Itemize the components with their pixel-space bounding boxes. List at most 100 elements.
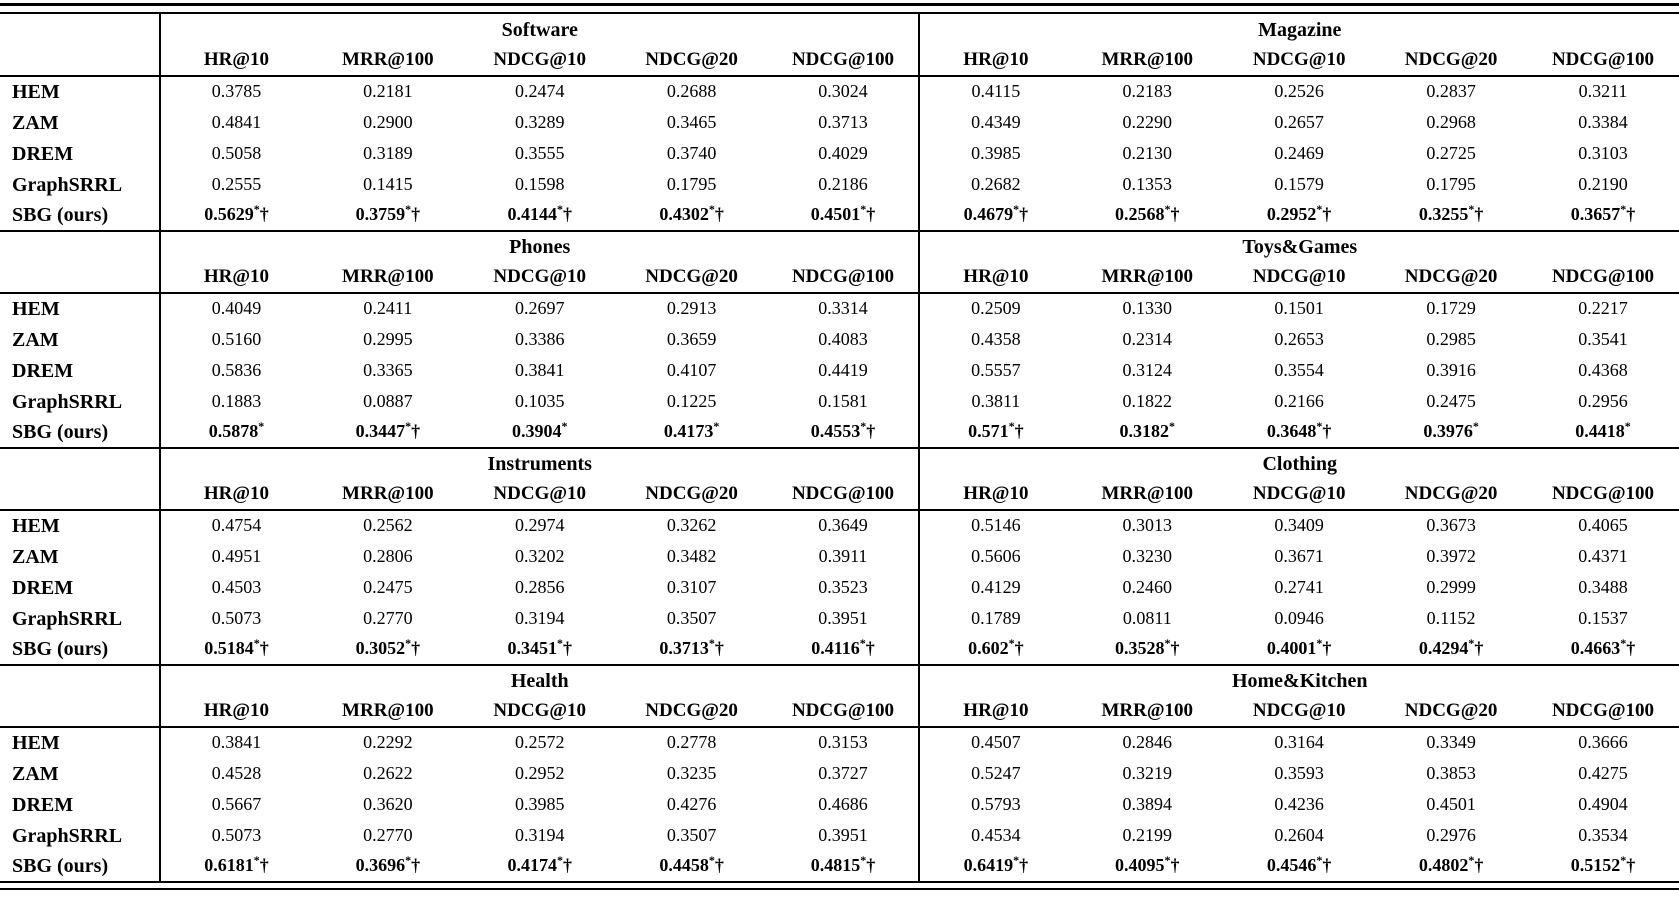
metric-value: 0.2314 (1122, 328, 1173, 349)
metric-value: 0.4904 (1578, 793, 1628, 814)
metric-value: 0.5606 (918, 541, 1072, 572)
dataset-title-row: Instruments Clothing (0, 448, 1679, 479)
significance-asterisk: * (1164, 202, 1171, 217)
metric-value: 0.6181*† (159, 851, 312, 883)
metric-value: 0.2974 (514, 515, 565, 536)
metric-value: 0.2856 (514, 576, 565, 597)
significance-asterisk: * (556, 853, 563, 868)
table-row: DREM 0.5836 0.3365 0.3841 0.4107 0.4419 0.5557… (0, 355, 1679, 386)
metric-value: 0.3713*† (615, 634, 768, 666)
significance-asterisk: * (1620, 636, 1627, 651)
metric-value: 0.3759*† (311, 200, 464, 232)
significance-asterisk: * (1624, 419, 1631, 434)
metric-value: 0.3255*† (1375, 200, 1528, 232)
significance-asterisk: * (1013, 202, 1020, 217)
metric-value: 0.5629*† (159, 200, 312, 232)
dataset-title-row: Software Magazine (0, 14, 1679, 45)
significance-asterisk: * (405, 853, 412, 868)
metric-value: 0.2688 (666, 81, 717, 102)
metric-value: 0.1501 (1274, 298, 1324, 319)
metric-value: 0.4528 (159, 758, 312, 789)
metric-value: 0.4049 (159, 293, 312, 324)
metric-value: 0.0811 (1122, 607, 1172, 628)
metric-header: MRR@100 (311, 696, 464, 728)
significance-asterisk: * (1169, 419, 1176, 434)
metric-value: 0.2190 (1578, 173, 1628, 194)
metric-value: 0.4129 (918, 572, 1072, 603)
metric-value: 0.5160 (159, 324, 312, 355)
top-rule-inner (0, 12, 1679, 14)
metric-value: 0.6419*† (918, 851, 1072, 883)
metric-value: 0.3657*† (1527, 200, 1679, 232)
method-name: SBG (ours) (0, 634, 160, 666)
metric-header: NDCG@10 (1223, 45, 1376, 77)
metric-value: 0.2770 (363, 607, 413, 628)
metric-value: 0.2217 (1578, 298, 1628, 319)
table-row: GraphSRRL 0.1883 0.0887 0.1035 0.1225 0.1581 0… (0, 386, 1679, 417)
method-name: DREM (12, 576, 74, 599)
metric-value: 0.4534 (918, 820, 1072, 851)
metric-value: 0.2509 (918, 293, 1072, 324)
metric-value: 0.3024 (818, 81, 868, 102)
metric-value: 0.3189 (363, 142, 413, 163)
metric-header: NDCG@100 (1527, 696, 1679, 728)
metric-value: 0.2411 (363, 298, 413, 319)
metric-header: NDCG@100 (767, 45, 920, 77)
method-name: HEM (12, 81, 60, 103)
significance-asterisk: * (253, 636, 260, 651)
metric-value: 0.3349 (1426, 732, 1476, 753)
metric-value: 0.2562 (363, 515, 413, 536)
metric-value: 0.2682 (918, 169, 1072, 200)
metric-value: 0.4679*† (918, 200, 1072, 232)
metric-value: 0.3194 (514, 607, 565, 628)
metric-value: 0.3976* (1375, 417, 1528, 449)
method-name: SBG (ours) (0, 851, 160, 883)
metric-header: HR@10 (918, 479, 1072, 511)
metric-value: 0.3365 (363, 359, 413, 380)
method-name: DREM (12, 793, 74, 816)
metric-value: 0.4302*† (615, 200, 768, 232)
metric-value: 0.2653 (1274, 328, 1324, 349)
metric-value: 0.2181 (363, 81, 413, 102)
metric-header: NDCG@20 (1375, 262, 1528, 294)
method-col-spacer (0, 448, 160, 479)
significance-asterisk: * (1316, 853, 1323, 868)
metric-value: 0.571*† (918, 417, 1072, 449)
bottom-rule (0, 888, 1679, 890)
metric-header-row: HR@10 MRR@100 NDCG@10 NDCG@20 NDCG@100 HR@10 M… (0, 262, 1679, 294)
method-name: GraphSRRL (12, 390, 123, 413)
metric-header: NDCG@100 (767, 262, 920, 294)
metric-header: HR@10 (159, 479, 312, 511)
metric-value: 0.4116*† (767, 634, 920, 666)
method-col-spacer (0, 665, 160, 696)
metric-header: NDCG@20 (615, 45, 768, 77)
metric-value: 0.3289 (514, 111, 565, 132)
metric-value: 0.4349 (918, 107, 1072, 138)
metric-value: 0.3985 (514, 793, 565, 814)
method-name: GraphSRRL (12, 173, 123, 196)
metric-header: NDCG@100 (1527, 262, 1679, 294)
metric-value: 0.3894 (1122, 793, 1173, 814)
metric-value: 0.2725 (1426, 142, 1476, 163)
metric-value: 0.4371 (1578, 545, 1628, 566)
method-name: GraphSRRL (12, 824, 123, 847)
table-row: SBG (ours) 0.5878* 0.3447*† 0.3904* 0.4173* 0… (0, 417, 1679, 449)
metric-value: 0.3235 (666, 762, 717, 783)
metric-value: 0.2657 (1274, 111, 1324, 132)
metric-value: 0.3507 (666, 824, 717, 845)
metric-value: 0.3785 (159, 76, 312, 107)
metric-value: 0.2697 (514, 298, 565, 319)
table-row: DREM 0.5667 0.3620 0.3985 0.4276 0.4686 0.5793… (0, 789, 1679, 820)
method-col-spacer (0, 262, 160, 294)
metric-value: 0.2952 (514, 762, 565, 783)
significance-asterisk: * (1620, 202, 1627, 217)
metric-value: 0.4553*† (767, 417, 920, 449)
metric-value: 0.602*† (918, 634, 1072, 666)
significance-asterisk: * (1472, 419, 1479, 434)
metric-value: 0.4503 (159, 572, 312, 603)
table-row: SBG (ours) 0.5184*† 0.3052*† 0.3451*† 0.3713… (0, 634, 1679, 666)
metric-value: 0.1795 (666, 173, 717, 194)
metric-header: NDCG@20 (1375, 696, 1528, 728)
metric-value: 0.3013 (1122, 515, 1173, 536)
